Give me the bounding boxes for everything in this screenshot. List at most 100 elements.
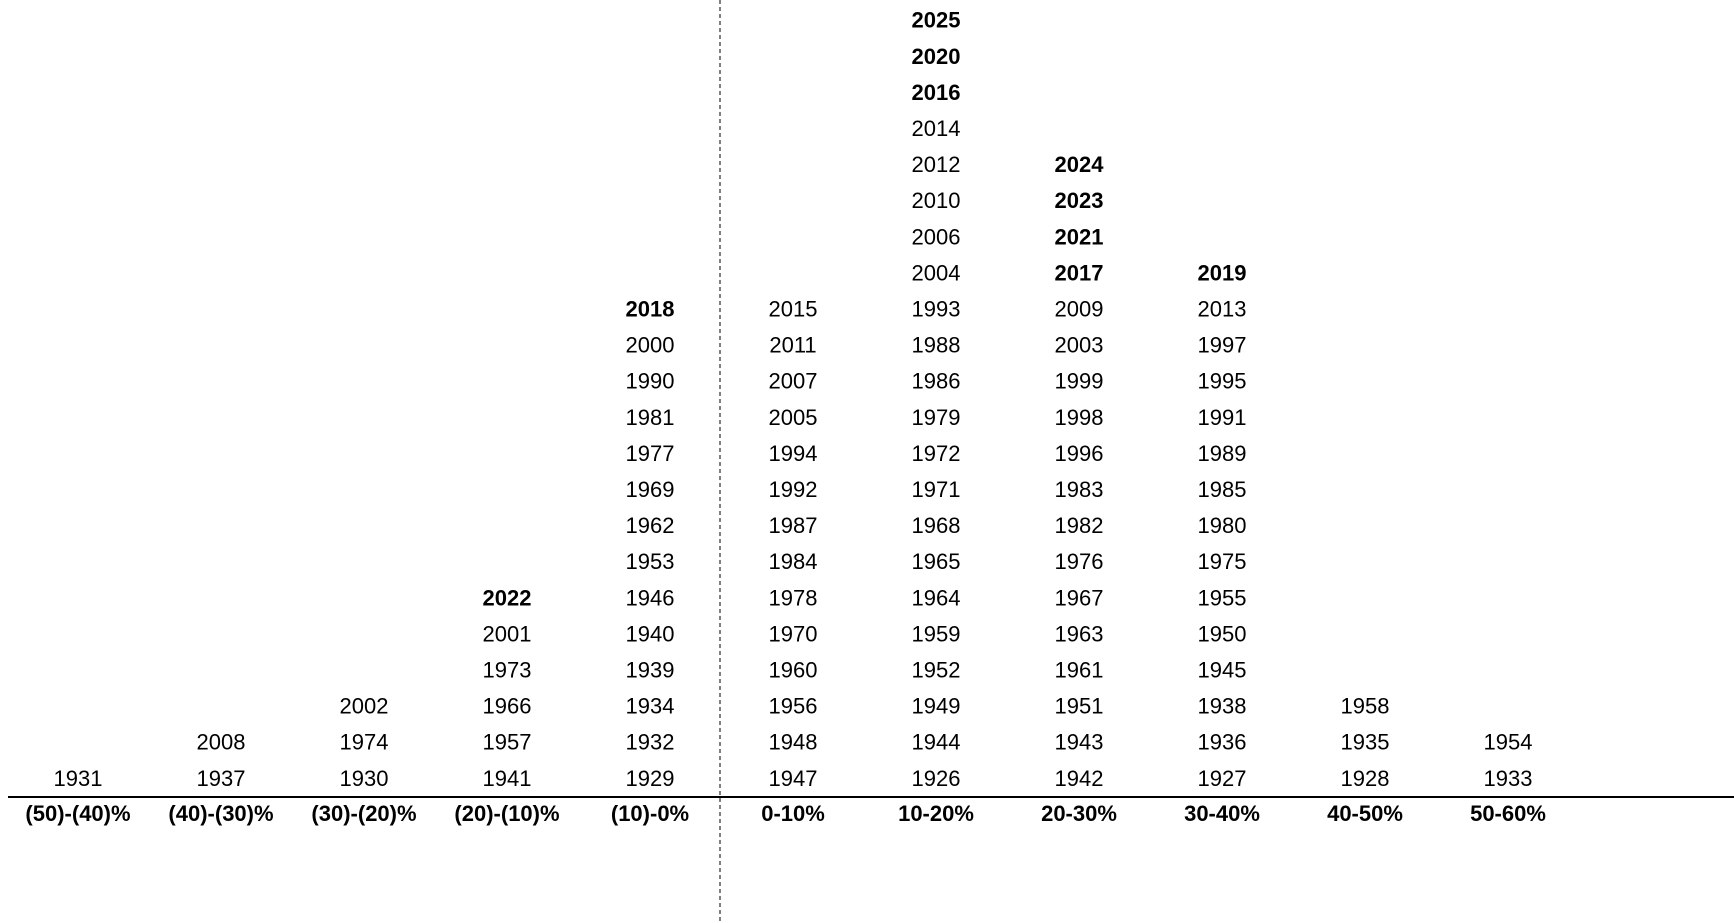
- year-label: 2020: [912, 44, 961, 69]
- year-label: 1942: [1055, 766, 1104, 791]
- year-label: 1990: [626, 369, 675, 394]
- year-label: 1962: [626, 513, 675, 538]
- year-label: 1948: [769, 730, 818, 755]
- year-label: 2014: [912, 116, 961, 141]
- bin-label: (50)-(40)%: [25, 801, 130, 826]
- year-label: 1995: [1198, 369, 1247, 394]
- year-label: 1929: [626, 766, 675, 791]
- year-label: 1979: [912, 405, 961, 430]
- year-label: 2000: [626, 333, 675, 358]
- year-label: 1951: [1055, 694, 1104, 719]
- year-label: 1943: [1055, 730, 1104, 755]
- year-label: 1944: [912, 730, 961, 755]
- year-label: 1982: [1055, 513, 1104, 538]
- year-label: 1987: [769, 513, 818, 538]
- year-label: 1936: [1198, 730, 1247, 755]
- year-label: 1988: [912, 333, 961, 358]
- year-label: 1956: [769, 694, 818, 719]
- year-label: 2023: [1055, 188, 1104, 213]
- year-label: 2004: [912, 260, 961, 285]
- year-label: 1972: [912, 441, 961, 466]
- year-label: 2016: [912, 80, 961, 105]
- bin-label: 20-30%: [1041, 801, 1117, 826]
- year-label: 1981: [626, 405, 675, 430]
- year-label: 1970: [769, 621, 818, 646]
- year-label: 2010: [912, 188, 961, 213]
- year-label: 2017: [1055, 260, 1104, 285]
- year-label: 1933: [1484, 766, 1533, 791]
- year-label: 1969: [626, 477, 675, 502]
- year-label: 1945: [1198, 658, 1247, 683]
- year-label: 1955: [1198, 585, 1247, 610]
- bin-label: 50-60%: [1470, 801, 1546, 826]
- year-label: 1983: [1055, 477, 1104, 502]
- year-label: 1984: [769, 549, 818, 574]
- year-label: 2018: [626, 297, 675, 322]
- year-label: 1964: [912, 585, 961, 610]
- year-label: 2025: [912, 8, 961, 33]
- year-label: 1950: [1198, 621, 1247, 646]
- year-label: 1938: [1198, 694, 1247, 719]
- year-label: 1939: [626, 658, 675, 683]
- bin-label: (20)-(10)%: [454, 801, 559, 826]
- year-label: 1991: [1198, 405, 1247, 430]
- bin-label: 0-10%: [761, 801, 825, 826]
- year-label: 1927: [1198, 766, 1247, 791]
- year-label: 1940: [626, 621, 675, 646]
- year-label: 1975: [1198, 549, 1247, 574]
- year-label: 2002: [340, 694, 389, 719]
- year-label: 1968: [912, 513, 961, 538]
- year-label: 2003: [1055, 333, 1104, 358]
- year-label: 1965: [912, 549, 961, 574]
- year-label: 1960: [769, 658, 818, 683]
- year-label: 1932: [626, 730, 675, 755]
- year-label: 2001: [483, 621, 532, 646]
- year-label: 1998: [1055, 405, 1104, 430]
- year-label: 2011: [769, 333, 816, 358]
- year-label: 1957: [483, 730, 532, 755]
- year-label: 2008: [197, 730, 246, 755]
- year-label: 1963: [1055, 621, 1104, 646]
- year-label: 1961: [1055, 658, 1104, 683]
- year-label: 1976: [1055, 549, 1104, 574]
- bin-label: (30)-(20)%: [311, 801, 416, 826]
- year-label: 1996: [1055, 441, 1104, 466]
- year-label: 1994: [769, 441, 818, 466]
- year-label: 2006: [912, 224, 961, 249]
- year-label: 2015: [769, 297, 818, 322]
- year-label: 2009: [1055, 297, 1104, 322]
- year-label: 1974: [340, 730, 389, 755]
- year-label: 1941: [483, 766, 532, 791]
- year-label: 1946: [626, 585, 675, 610]
- year-label: 1973: [483, 658, 532, 683]
- year-label: 1952: [912, 658, 961, 683]
- year-label: 1947: [769, 766, 818, 791]
- year-label: 1971: [912, 477, 961, 502]
- year-label: 1930: [340, 766, 389, 791]
- year-label: 2013: [1198, 297, 1247, 322]
- year-label: 1980: [1198, 513, 1247, 538]
- bin-label: 10-20%: [898, 801, 974, 826]
- year-label: 1989: [1198, 441, 1247, 466]
- year-label: 1931: [54, 766, 103, 791]
- year-label: 1986: [912, 369, 961, 394]
- year-label: 1967: [1055, 585, 1104, 610]
- year-label: 2024: [1055, 152, 1105, 177]
- bin-label: 40-50%: [1327, 801, 1403, 826]
- year-label: 1934: [626, 694, 675, 719]
- year-label: 1926: [912, 766, 961, 791]
- bin-label: 30-40%: [1184, 801, 1260, 826]
- year-label: 1999: [1055, 369, 1104, 394]
- year-label: 1935: [1341, 730, 1390, 755]
- year-label: 1966: [483, 694, 532, 719]
- year-label: 1992: [769, 477, 818, 502]
- bin-label: (10)-0%: [611, 801, 689, 826]
- year-label: 2012: [912, 152, 961, 177]
- year-label: 2019: [1198, 260, 1247, 285]
- year-label: 1954: [1484, 730, 1533, 755]
- bin-label: (40)-(30)%: [168, 801, 273, 826]
- year-label: 1977: [626, 441, 675, 466]
- year-label: 2007: [769, 369, 818, 394]
